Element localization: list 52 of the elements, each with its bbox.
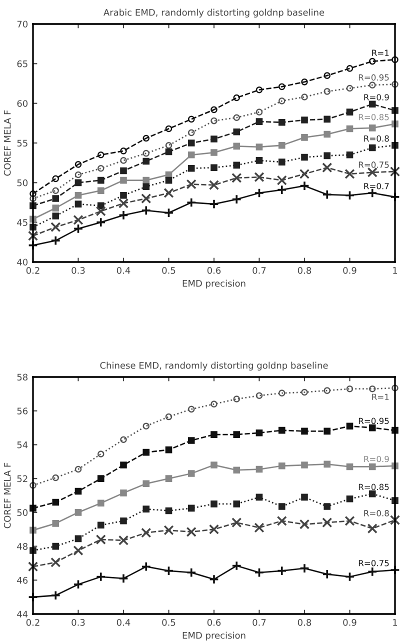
series-label: R=0.9 (364, 456, 389, 462)
x-tick-label: 1 (393, 267, 398, 274)
y-axis-title: COREF MELA F (4, 462, 11, 528)
y-tick-label: 58 (17, 374, 28, 381)
x-tick-label: 0.5 (162, 267, 176, 274)
series-label: R=0.8 (364, 135, 389, 142)
series-label: R=0.9 (364, 94, 389, 100)
series-label: R=0.85 (358, 484, 389, 490)
x-tick-label: 0.5 (162, 619, 176, 626)
series-label: R=1 (372, 50, 389, 56)
y-tick-label: 54 (17, 442, 28, 448)
series-label: R=0.95 (358, 74, 389, 81)
x-tick-label: 0.8 (298, 619, 312, 626)
x-tick-label: 0.6 (207, 267, 221, 274)
x-tick-label: 0.2 (26, 267, 40, 274)
x-tick-label: 0.7 (252, 267, 266, 274)
series-label: R=0.75 (358, 162, 389, 168)
y-axis-title: COREF MELA F (4, 110, 11, 176)
x-tick-label: 0.4 (116, 267, 130, 274)
chart-title: Arabic EMD, randomly distorting goldnp baseline (104, 8, 324, 18)
x-tick-label: 0.9 (343, 267, 356, 274)
x-tick-label: 0.3 (72, 267, 85, 274)
y-tick-label: 40 (17, 258, 28, 266)
y-tick-label: 65 (17, 60, 28, 68)
x-tick-label: 0.9 (343, 619, 356, 626)
series-label: R=0.8 (364, 510, 389, 516)
y-tick-label: 70 (17, 20, 28, 28)
y-tick-label: 50 (17, 509, 28, 516)
y-tick-label: 48 (17, 543, 28, 550)
x-tick-label: 0.7 (252, 619, 266, 626)
y-tick-label: 46 (17, 576, 28, 584)
series-label: R=0.7 (364, 182, 389, 190)
y-tick-label: 52 (17, 475, 28, 482)
y-tick-label: 45 (17, 219, 28, 226)
x-axis-title: EMD precision (182, 280, 246, 288)
y-tick-label: 50 (17, 179, 28, 186)
x-axis-title: EMD precision (182, 632, 246, 640)
x-tick-label: 0.2 (26, 619, 40, 626)
x-tick-label: 0.4 (116, 619, 130, 626)
y-tick-label: 60 (17, 100, 28, 107)
series-label: R=0.95 (358, 418, 389, 424)
x-tick-label: 0.8 (298, 267, 312, 274)
x-tick-label: 0.6 (207, 619, 221, 626)
x-tick-label: 1 (393, 619, 398, 626)
y-tick-label: 55 (17, 140, 28, 147)
series-label: R=1 (372, 394, 389, 400)
chart-title: Chinese EMD, randomly distorting goldnp baseline (100, 362, 328, 371)
series-label: R=0.75 (358, 560, 389, 566)
y-tick-label: 44 (17, 610, 28, 618)
series-label: R=0.85 (358, 114, 389, 120)
y-tick-label: 56 (17, 408, 28, 414)
x-tick-label: 0.3 (72, 619, 85, 626)
